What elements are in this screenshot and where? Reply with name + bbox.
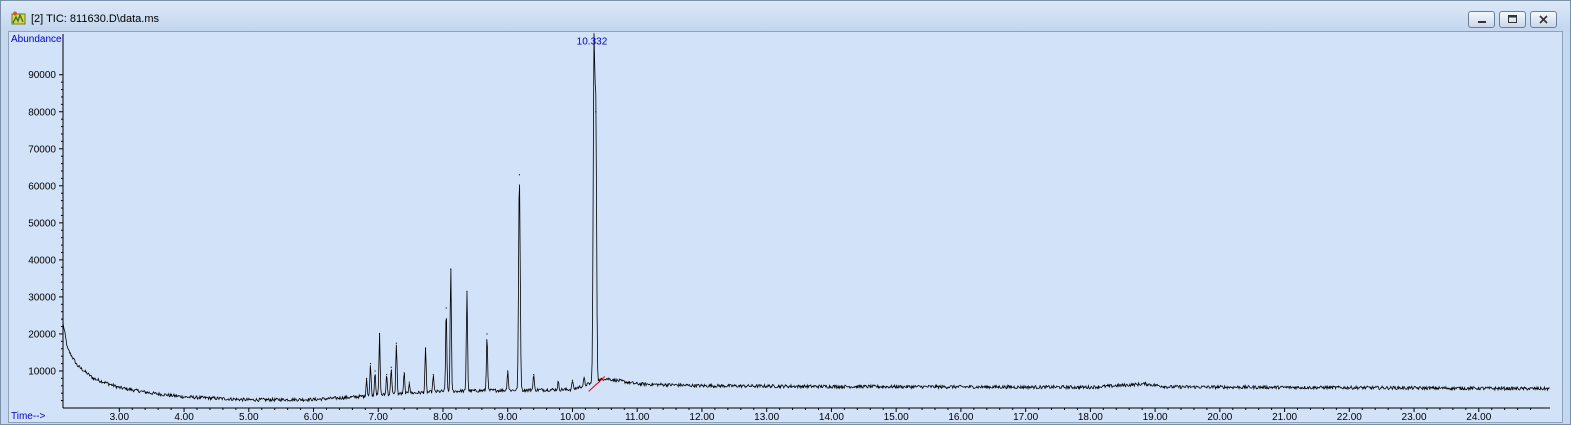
x-tick-label: 10.00 [560,412,585,422]
peak-point [583,377,585,379]
peak-point [595,111,597,113]
x-tick-label: 11.00 [625,412,650,422]
peak-point [366,377,368,379]
x-tick-label: 3.00 [110,412,130,422]
y-tick-label: 10000 [28,366,56,377]
plot-area[interactable]: Abundance Time--> 10000 20000 30000 40000 5000… [8,31,1563,423]
peak-point [557,381,559,383]
peak-point [369,362,372,365]
peak-point [445,307,447,309]
window-titlebar[interactable]: [2] TIC: 811630.D\data.ms [1,1,1570,31]
chromatogram-app-icon [11,11,26,25]
peak-point [395,342,397,344]
x-axis-label: Time--> [11,411,46,422]
x-tick-label: 22.00 [1337,412,1362,422]
close-icon [1539,15,1548,24]
maximize-button[interactable] [1499,11,1526,28]
x-tick-label: 9.00 [498,412,518,422]
y-tick-label: 70000 [28,144,56,155]
y-tick-label: 80000 [28,107,56,118]
y-tick-label: 50000 [28,218,56,229]
x-tick-label: 14.00 [819,412,844,422]
peak-point [486,333,488,335]
peak-point [507,370,509,372]
peak-point [593,51,595,54]
peak-point [424,348,427,350]
x-tick-label: 17.00 [1013,412,1038,422]
x-tick-label: 7.00 [369,412,389,422]
y-tick-label: 30000 [28,292,56,303]
x-tick-label: 19.00 [1143,412,1168,422]
close-button[interactable] [1530,11,1557,28]
x-tick-label: 16.00 [948,412,973,422]
minimize-button[interactable] [1468,11,1495,28]
y-tick-label: 40000 [28,255,56,266]
peak-point [374,370,376,372]
x-tick-label: 21.00 [1272,412,1297,422]
x-tick-label: 12.00 [689,412,714,422]
peak-point [386,374,388,376]
tic-trace-line [62,33,1550,403]
x-tick-label: 6.00 [304,412,324,422]
peak-point [466,290,468,292]
maximize-icon [1508,15,1517,23]
peak-point [403,372,405,374]
peak-point [518,174,520,176]
x-tick-label: 8.00 [433,412,453,422]
window-title: [2] TIC: 811630.D\data.ms [31,13,159,25]
peak-point [408,381,410,383]
minimize-icon [1478,21,1486,23]
x-tick-label: 18.00 [1078,412,1103,422]
x-tick-label: 15.00 [884,412,909,422]
y-tick-label: 20000 [28,329,56,340]
x-tick-label: 23.00 [1402,412,1427,422]
x-tick-label: 13.00 [754,412,779,422]
y-tick-label: 90000 [28,70,56,81]
peak-point [432,374,434,376]
peak-point [533,374,535,376]
peak-point [571,379,574,381]
peak-annotation: 10.332 [577,37,608,48]
x-tick-label: 20.00 [1207,412,1232,422]
y-axis-label: Abundance [11,34,62,45]
peak-point [450,268,452,270]
y-tick-label: 60000 [28,181,56,192]
integration-baseline [588,376,606,392]
peak-point [378,333,381,335]
x-tick-label: 24.00 [1466,412,1491,422]
peak-point [390,366,392,368]
x-tick-label: 5.00 [239,412,259,422]
tic-chromatogram-chart[interactable]: Abundance Time--> 10000 20000 30000 40000 5000… [9,32,1562,422]
x-tick-label: 4.00 [174,412,194,422]
